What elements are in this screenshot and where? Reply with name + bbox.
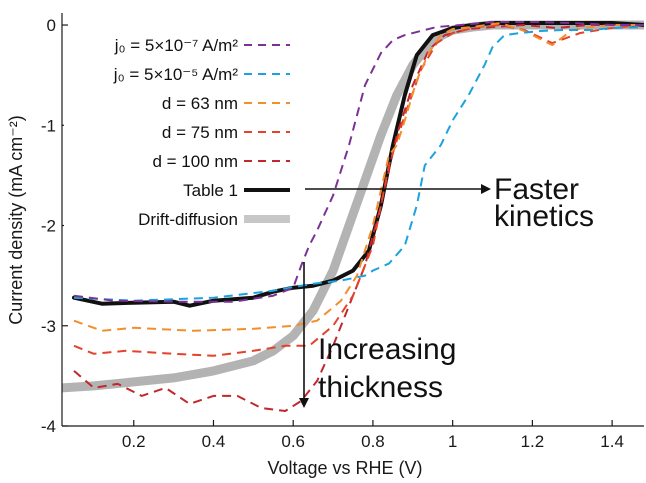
annotation-layer: Faster kinetics Increasing thickness [299, 173, 594, 408]
x-tick-label: 0.2 [122, 432, 146, 451]
y-axis-label: Current density (mA cm⁻²) [6, 115, 26, 325]
legend-label: Table 1 [183, 181, 238, 200]
legend-label: Drift-diffusion [138, 210, 238, 229]
series-line-4 [73, 24, 644, 412]
x-tick-label: 0.6 [281, 432, 305, 451]
legend-label: j₀ = 5×10⁻⁷ A/m² [114, 36, 239, 55]
x-tick-label: 0.4 [202, 432, 226, 451]
x-tick-label: 1.4 [600, 432, 624, 451]
series-layer [62, 20, 644, 412]
y-tick-label: -3 [41, 317, 56, 336]
legend-label: d = 63 nm [162, 94, 238, 113]
tick-layer: 0.2 0.4 0.6 0.8 1 1.2 1.4 0 -1 -2 -3 -4 [41, 16, 624, 451]
legend-label: d = 75 nm [162, 123, 238, 142]
x-tick-label: 1 [448, 432, 457, 451]
x-tick-label: 1.2 [521, 432, 545, 451]
annotation-thickness-line-1: Increasing [318, 333, 456, 366]
series-line-3 [73, 24, 644, 357]
legend-label: d = 100 nm [152, 152, 238, 171]
legend-label: j₀ = 5×10⁻⁵ A/m² [113, 65, 239, 84]
series-line-1 [73, 26, 644, 302]
annotation-thickness-line-2: thickness [318, 371, 443, 404]
y-tick-label: -2 [41, 217, 56, 236]
y-tick-label: -1 [41, 116, 56, 135]
series-line-2 [73, 22, 644, 332]
legend: j₀ = 5×10⁻⁷ A/m² j₀ = 5×10⁻⁵ A/m² d = 63 n… [64, 32, 302, 231]
annotation-faster-line-1: Faster [494, 173, 579, 206]
series-line-0 [73, 21, 644, 303]
annotation-faster-line-2: kinetics [494, 200, 594, 233]
y-tick-label: -4 [41, 417, 56, 436]
y-tick-label: 0 [47, 16, 56, 35]
x-tick-label: 0.8 [361, 432, 385, 451]
x-axis-label: Voltage vs RHE (V) [267, 458, 422, 478]
